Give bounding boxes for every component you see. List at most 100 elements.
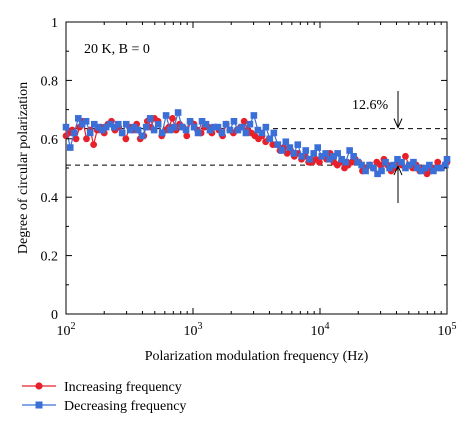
data-point xyxy=(394,155,401,163)
data-point xyxy=(106,120,114,128)
data-point xyxy=(316,158,323,166)
data-point xyxy=(154,120,162,128)
data-point xyxy=(278,147,286,154)
data-point xyxy=(294,141,302,148)
data-point xyxy=(206,126,214,134)
data-point xyxy=(86,129,94,137)
legend-item: Increasing frequency xyxy=(22,380,182,395)
data-point xyxy=(162,112,170,119)
y-tick-label: 0.6 xyxy=(41,133,59,148)
data-point xyxy=(346,147,353,154)
legend-marker xyxy=(35,401,43,409)
y-tick-label: 0.8 xyxy=(41,74,59,89)
data-point xyxy=(114,120,122,128)
data-point xyxy=(158,129,166,137)
data-point xyxy=(194,129,202,137)
data-point xyxy=(230,117,238,125)
data-point xyxy=(170,123,178,131)
data-point xyxy=(70,129,78,137)
gap-arrows xyxy=(393,91,403,204)
data-point xyxy=(274,141,282,148)
data-point xyxy=(376,161,384,169)
legend: Increasing frequency Decreasing frequency xyxy=(22,380,186,414)
data-point xyxy=(286,144,294,151)
legend-label: Increasing frequency xyxy=(64,380,182,395)
data-point xyxy=(134,126,142,134)
data-point xyxy=(214,123,222,131)
data-point xyxy=(438,164,445,172)
data-point xyxy=(434,164,441,172)
data-point xyxy=(98,126,106,134)
data-point xyxy=(250,112,258,119)
data-point xyxy=(406,161,413,169)
x-tick-label: 105 xyxy=(438,321,457,339)
data-point xyxy=(150,126,158,134)
y-axis-label: Degree of circular polarization xyxy=(16,82,31,254)
y-tick-label: 0.2 xyxy=(41,250,59,265)
data-point xyxy=(374,170,381,178)
data-point xyxy=(226,126,234,134)
gap-arrowhead-top xyxy=(393,118,403,129)
data-point xyxy=(390,161,397,169)
data-point xyxy=(322,150,330,157)
data-point xyxy=(350,153,357,160)
gap-annotation: 12.6% xyxy=(352,98,389,113)
data-point xyxy=(110,123,118,131)
data-point xyxy=(218,129,226,137)
data-point xyxy=(118,129,126,137)
data-point xyxy=(182,126,190,134)
data-point xyxy=(398,158,405,166)
data-point xyxy=(310,150,318,157)
data-point xyxy=(306,155,314,163)
y-tick-label: 0.4 xyxy=(41,191,59,206)
data-point xyxy=(83,135,90,143)
legend-item: Decreasing frequency xyxy=(22,399,186,414)
axis-ticks: 0 0.2 0.4 0.6 0.8 1 102 103 104 105 xyxy=(41,16,457,339)
data-point xyxy=(326,155,333,163)
x-axis-label: Polarization modulation frequency (Hz) xyxy=(145,349,369,364)
data-point xyxy=(354,158,361,166)
data-point xyxy=(130,123,138,131)
data-point xyxy=(270,129,278,137)
data-point xyxy=(318,153,326,160)
data-point xyxy=(334,150,341,157)
data-point xyxy=(90,120,98,128)
data-point xyxy=(242,129,250,137)
data-point xyxy=(169,114,176,122)
data-point xyxy=(202,120,210,128)
data-point xyxy=(138,132,146,140)
data-point xyxy=(282,138,290,146)
data-point xyxy=(126,126,134,134)
data-point xyxy=(122,120,130,128)
data-point xyxy=(146,115,154,122)
data-point xyxy=(290,150,298,157)
data-point xyxy=(366,161,373,169)
y-tick-label: 1 xyxy=(51,16,58,31)
data-point xyxy=(382,158,389,166)
data-point xyxy=(246,120,254,128)
legend-label: Decreasing frequency xyxy=(64,399,186,414)
data-point xyxy=(82,117,90,125)
data-point xyxy=(178,123,186,131)
data-point xyxy=(240,117,248,125)
x-tick-label: 104 xyxy=(311,321,330,339)
data-point xyxy=(402,164,409,172)
x-tick-label: 103 xyxy=(184,321,203,339)
data-point xyxy=(234,126,242,134)
data-point xyxy=(402,152,409,160)
data-point xyxy=(222,120,230,128)
data-point xyxy=(370,164,377,172)
data-point xyxy=(174,109,182,116)
data-point xyxy=(238,123,246,131)
data-point xyxy=(302,147,310,154)
data-point xyxy=(254,126,262,134)
data-point xyxy=(342,158,349,166)
data-point xyxy=(430,167,437,175)
data-point xyxy=(258,129,266,137)
data-point xyxy=(378,167,385,175)
data-point xyxy=(443,155,451,163)
data-point xyxy=(75,115,82,122)
annotation-layer: 20 K, B = 0 12.6% xyxy=(84,42,403,204)
data-point xyxy=(362,167,369,175)
